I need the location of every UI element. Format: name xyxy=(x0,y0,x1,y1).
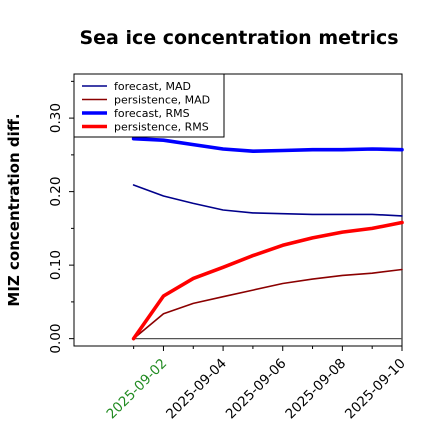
chart-title: Sea ice concentration metrics xyxy=(79,27,398,49)
y-tick-label-3: 0.30 xyxy=(48,103,64,133)
x-tick-label-3: 2025-09-08 xyxy=(282,356,349,423)
x-tick-label-4: 2025-09-10 xyxy=(342,356,409,423)
y-axis-label: MIZ concentration diff. xyxy=(5,113,23,306)
legend-label-4: persistence, RMS xyxy=(114,121,209,134)
y-tick-label-0: 0.00 xyxy=(48,324,64,354)
legend-label-2: persistence, MAD xyxy=(114,94,210,107)
series-line-4 xyxy=(131,220,404,341)
x-tick-label-0: 2025-09-02 xyxy=(103,356,170,423)
series-line-2 xyxy=(132,268,403,340)
legend-label-3: forecast, RMS xyxy=(114,107,190,120)
x-tick-label-1: 2025-09-04 xyxy=(163,356,230,423)
y-tick-label-2: 0.20 xyxy=(48,177,64,207)
series-line-3 xyxy=(131,136,404,153)
y-tick-label-1: 0.10 xyxy=(48,250,64,280)
x-tick-label-2: 2025-09-06 xyxy=(223,356,290,423)
legend-label-1: forecast, MAD xyxy=(114,80,191,93)
series-line-1 xyxy=(132,184,403,217)
